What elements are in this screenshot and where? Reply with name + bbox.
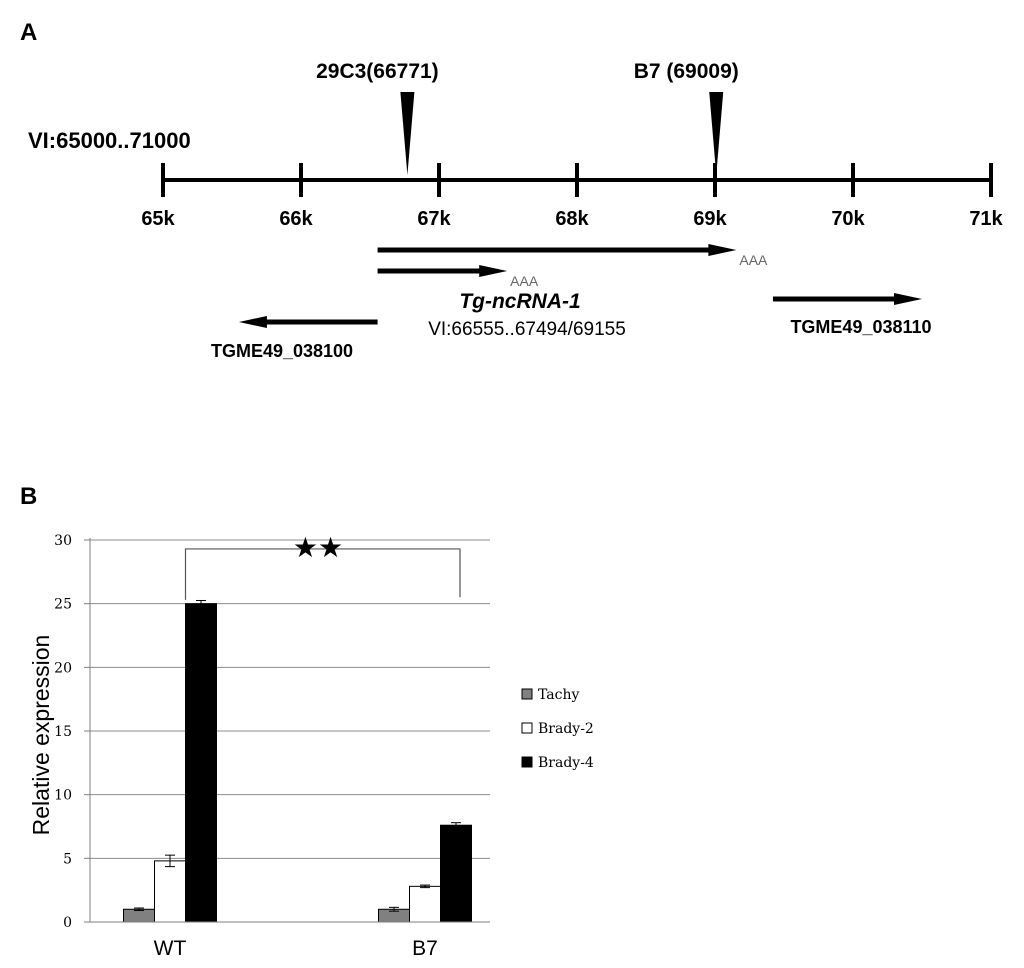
ncrna-gene-name: Tg-ncRNA-1 [459, 290, 580, 313]
axis-tick-label: 66k [279, 208, 313, 230]
transcript-arrowhead [708, 244, 737, 256]
y-tick-label: 0 [63, 915, 72, 931]
significance-bracket: ★★ [184, 531, 461, 600]
insertion-sites: 29C3(66771) B7 (69009) [316, 60, 739, 175]
polya-label: AAA [510, 273, 539, 289]
axis-tick-label: 65k [141, 208, 175, 230]
y-tick-label: 10 [54, 788, 72, 804]
y-tick-label: 5 [63, 851, 72, 867]
y-axis-label: Relative expression [28, 635, 54, 836]
bar-brady-2-b7 [409, 885, 441, 923]
legend-swatch-tachy [521, 688, 533, 700]
bars [123, 603, 472, 923]
panel-b-letter: B [20, 483, 37, 510]
chromosome-axis-ticks: 65k 66k 67k 68k 69k 70k 71k [141, 163, 1004, 230]
panel-a-letter: A [20, 19, 37, 46]
axis-tick-label: 70k [831, 208, 865, 230]
bar-tachy-wt [123, 908, 155, 923]
y-gridlines [90, 539, 490, 859]
y-tick-label: 15 [54, 724, 72, 740]
significance-bracket-line [184, 548, 461, 600]
y-tick-label: 20 [54, 660, 72, 676]
bar-brady-2-wt [154, 860, 186, 923]
gene-label-038110: TGME49_038110 [790, 317, 931, 337]
gene-038100-arrowhead [238, 316, 267, 328]
region-label: VI:65000..71000 [28, 128, 191, 153]
legend-label-tachy: Tachy [538, 687, 579, 703]
axis-tick-label: 69k [693, 208, 727, 230]
axis-tick-label: 68k [555, 208, 589, 230]
legend-swatch-brady-4 [521, 756, 533, 768]
gene-label-038100: TGME49_038100 [211, 341, 353, 361]
bar-brady-4-b7 [440, 824, 472, 923]
transcripts: AAA AAA [377, 244, 768, 289]
y-tick-label: 25 [54, 597, 72, 613]
transcript-arrowhead [479, 265, 508, 277]
ncrna-coordinates: VI:66555..67494/69155 [428, 319, 626, 340]
y-tick-label: 30 [54, 533, 72, 549]
legend-swatch-brady-2 [521, 722, 533, 734]
error-bars [134, 599, 461, 912]
panel-a-genome-map: A VI:65000..71000 29C3(66771) B7 (69009) … [20, 19, 1004, 361]
axis-tick-label: 71k [969, 208, 1003, 230]
legend: Tachy Brady-2 Brady-4 [521, 687, 594, 771]
insertion-marker [400, 92, 415, 175]
insertion-label: B7 (69009) [634, 60, 739, 83]
flanking-genes [238, 293, 922, 328]
bar-brady-4-wt [185, 603, 217, 923]
insertion-label: 29C3(66771) [316, 60, 439, 83]
significance-stars: ★★ [293, 531, 343, 564]
x-tick-label-wt: WT [154, 937, 187, 960]
legend-label-brady-4: Brady-4 [538, 755, 594, 771]
x-tick-label-b7: B7 [412, 937, 438, 960]
x-tick-labels: WT B7 [154, 937, 438, 960]
polya-label: AAA [739, 252, 768, 268]
gene-038110-arrowhead [894, 293, 922, 305]
axis-tick-label: 67k [417, 208, 451, 230]
y-tick-labels: 0 5 10 15 20 25 30 [54, 533, 90, 931]
insertion-marker [709, 92, 724, 175]
legend-label-brady-2: Brady-2 [538, 721, 594, 737]
